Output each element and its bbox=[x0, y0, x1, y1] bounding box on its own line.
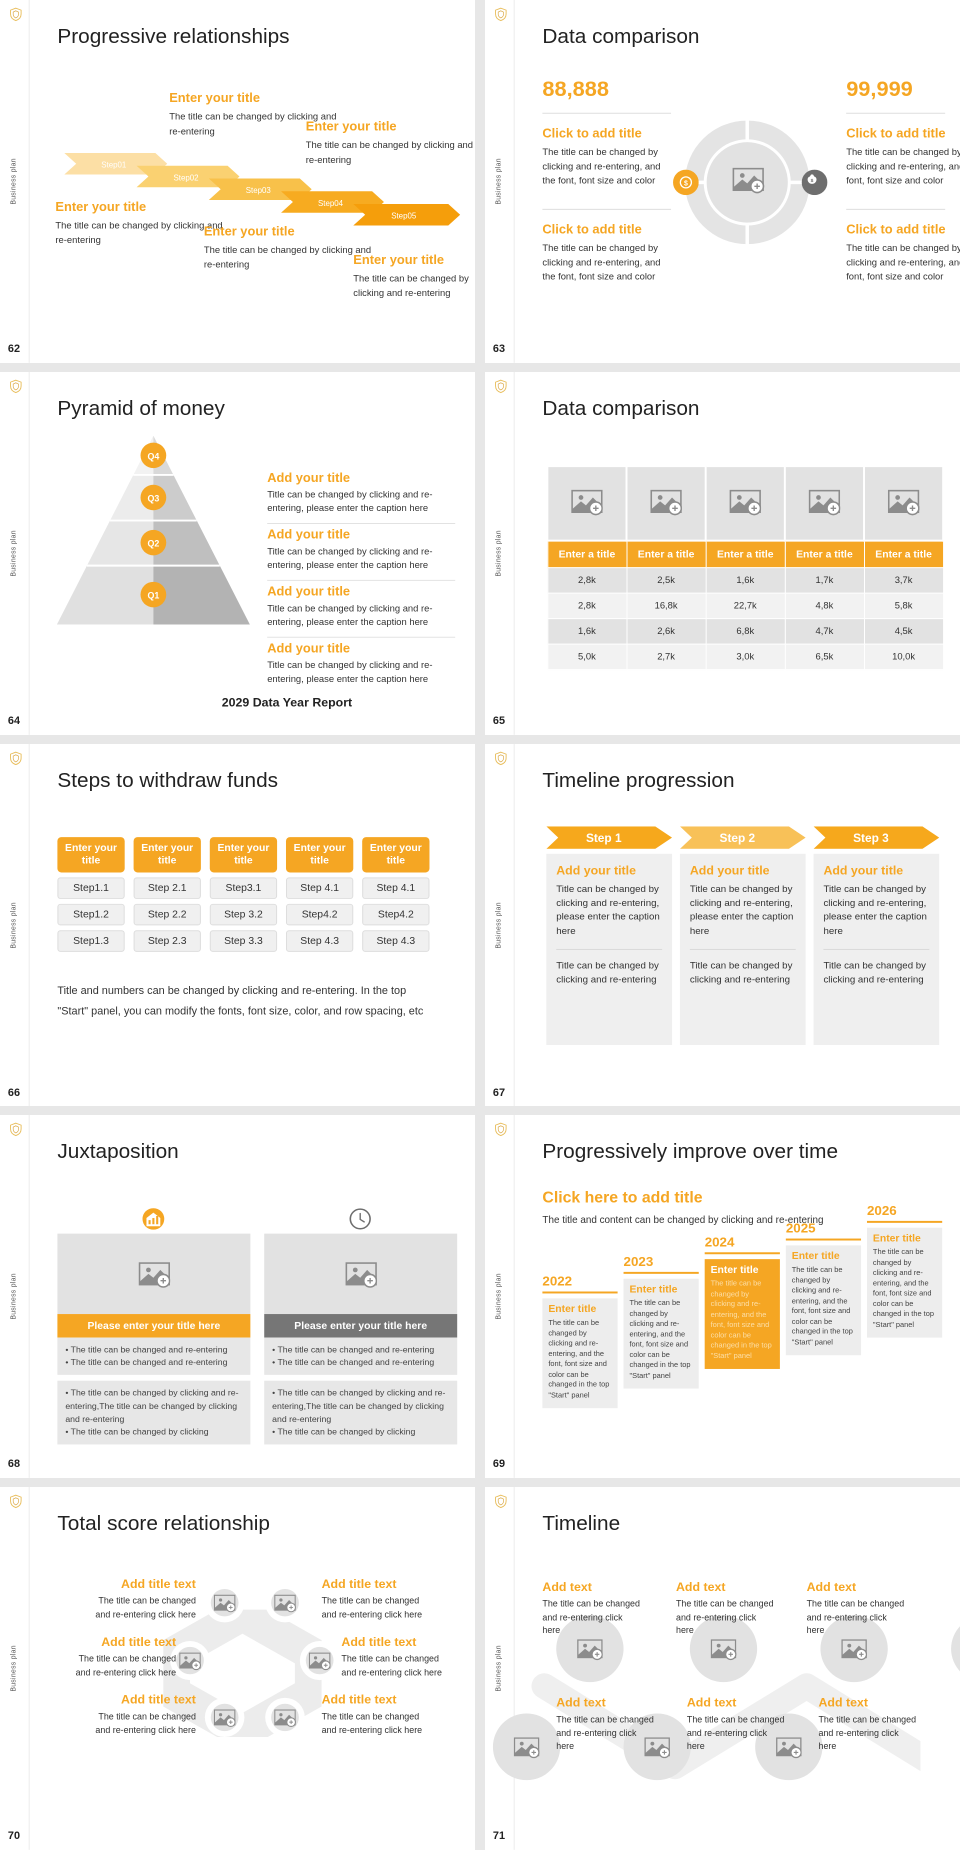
svg-text:Q3: Q3 bbox=[147, 493, 159, 503]
svg-text:Step04: Step04 bbox=[318, 199, 344, 208]
svg-text:Q1: Q1 bbox=[147, 590, 159, 600]
svg-text:Step 2: Step 2 bbox=[720, 831, 756, 845]
svg-text:Step05: Step05 bbox=[391, 212, 417, 221]
svg-text:$: $ bbox=[684, 180, 688, 187]
svg-text:Q4: Q4 bbox=[147, 451, 159, 461]
svg-text:$: $ bbox=[811, 178, 814, 184]
svg-text:Q2: Q2 bbox=[147, 538, 159, 548]
svg-text:Step 1: Step 1 bbox=[586, 831, 622, 845]
svg-text:Step 3: Step 3 bbox=[853, 831, 889, 845]
svg-text:Step02: Step02 bbox=[174, 173, 199, 182]
svg-text:Step01: Step01 bbox=[101, 161, 126, 170]
svg-text:Step03: Step03 bbox=[246, 186, 272, 195]
